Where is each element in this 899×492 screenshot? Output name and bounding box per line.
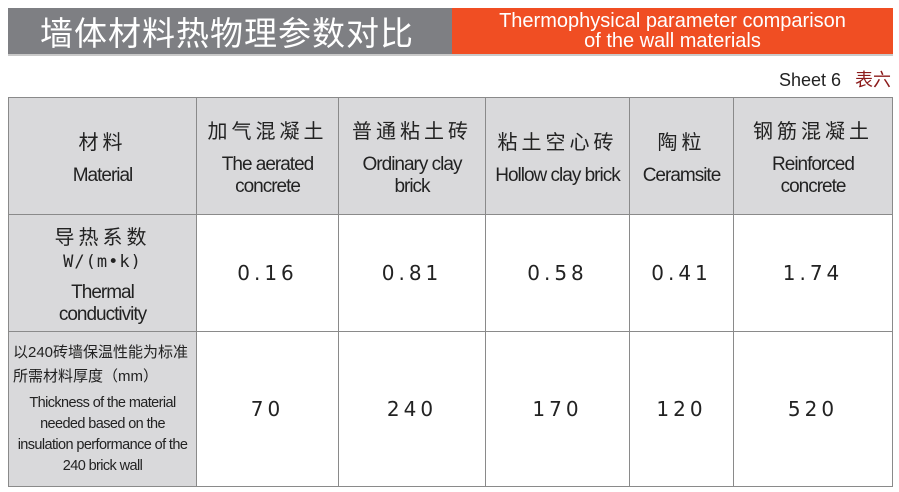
value-cell: 0.58 <box>485 214 630 332</box>
value-cell: 170 <box>485 331 630 487</box>
header-en: Hollow clay brick <box>495 164 620 186</box>
title-en: Thermophysical parameter comparison of t… <box>452 8 893 54</box>
title-en-line2: of the wall materials <box>584 30 761 52</box>
row-label-unit: W/(m•k) <box>63 251 142 272</box>
header-cn: 普通粘土砖 <box>352 120 472 143</box>
value-cell: 0.16 <box>196 214 339 332</box>
header-en: Material <box>72 164 134 186</box>
header-cell: 加气混凝土 The aerated concrete <box>196 97 339 215</box>
header-en: The aerated concrete <box>221 153 314 197</box>
title-en-line1: Thermophysical parameter comparison <box>499 10 846 32</box>
value-cell: 1.74 <box>733 214 893 332</box>
value-cell: 0.81 <box>338 214 486 332</box>
title-bar: 墙体材料热物理参数对比 Thermophysical parameter com… <box>8 8 893 56</box>
sheet-cn: 表六 <box>855 70 891 90</box>
header-cell: 普通粘土砖 Ordinary clay brick <box>338 97 486 215</box>
header-cell: 陶粒 Ceramsite <box>629 97 734 215</box>
sheet-en: Sheet 6 <box>778 70 841 90</box>
value-cell: 240 <box>338 331 486 487</box>
table-row: 以240砖墙保温性能为标准所需材料厚度（mm） Thickness of the … <box>8 331 893 487</box>
header-cell: 材料 Material <box>8 97 197 215</box>
value-cell: 70 <box>196 331 339 487</box>
row-label-cn: 以240砖墙保温性能为标准所需材料厚度（mm） <box>13 344 189 385</box>
header-en: Reinforced concrete <box>772 153 855 197</box>
row-label-cn: 导热系数 <box>54 226 151 249</box>
header-cn: 材料 <box>78 131 127 154</box>
title-cn: 墙体材料热物理参数对比 <box>8 8 452 54</box>
table-header-row: 材料 Material 加气混凝土 The aerated concrete 普通粘… <box>8 97 893 215</box>
row-label: 以240砖墙保温性能为标准所需材料厚度（mm） Thickness of the … <box>8 331 197 487</box>
value-cell: 120 <box>629 331 734 487</box>
sheet-label: Sheet 6 表六 <box>779 66 891 92</box>
header-cell: 钢筋混凝土 Reinforced concrete <box>733 97 893 215</box>
row-label-en: Thickness of the material needed based o… <box>17 395 188 474</box>
table-row: 导热系数 W/(m•k) Thermal conductivity 0.16 0.8… <box>8 214 893 332</box>
header-cn: 加气混凝土 <box>207 120 328 143</box>
header-cn: 陶粒 <box>657 131 706 154</box>
header-cn: 粘土空心砖 <box>497 131 618 154</box>
row-label-en: Thermal conductivity <box>58 281 147 325</box>
value-cell: 520 <box>733 331 893 487</box>
header-cell: 粘土空心砖 Hollow clay brick <box>485 97 630 215</box>
header-cn: 钢筋混凝土 <box>753 120 873 143</box>
comparison-table: 材料 Material 加气混凝土 The aerated concrete 普通粘… <box>8 97 893 487</box>
header-en: Ordinary clay brick <box>362 153 463 197</box>
header-en: Ceramsite <box>642 164 722 186</box>
row-label: 导热系数 W/(m•k) Thermal conductivity <box>8 214 197 332</box>
value-cell: 0.41 <box>629 214 734 332</box>
